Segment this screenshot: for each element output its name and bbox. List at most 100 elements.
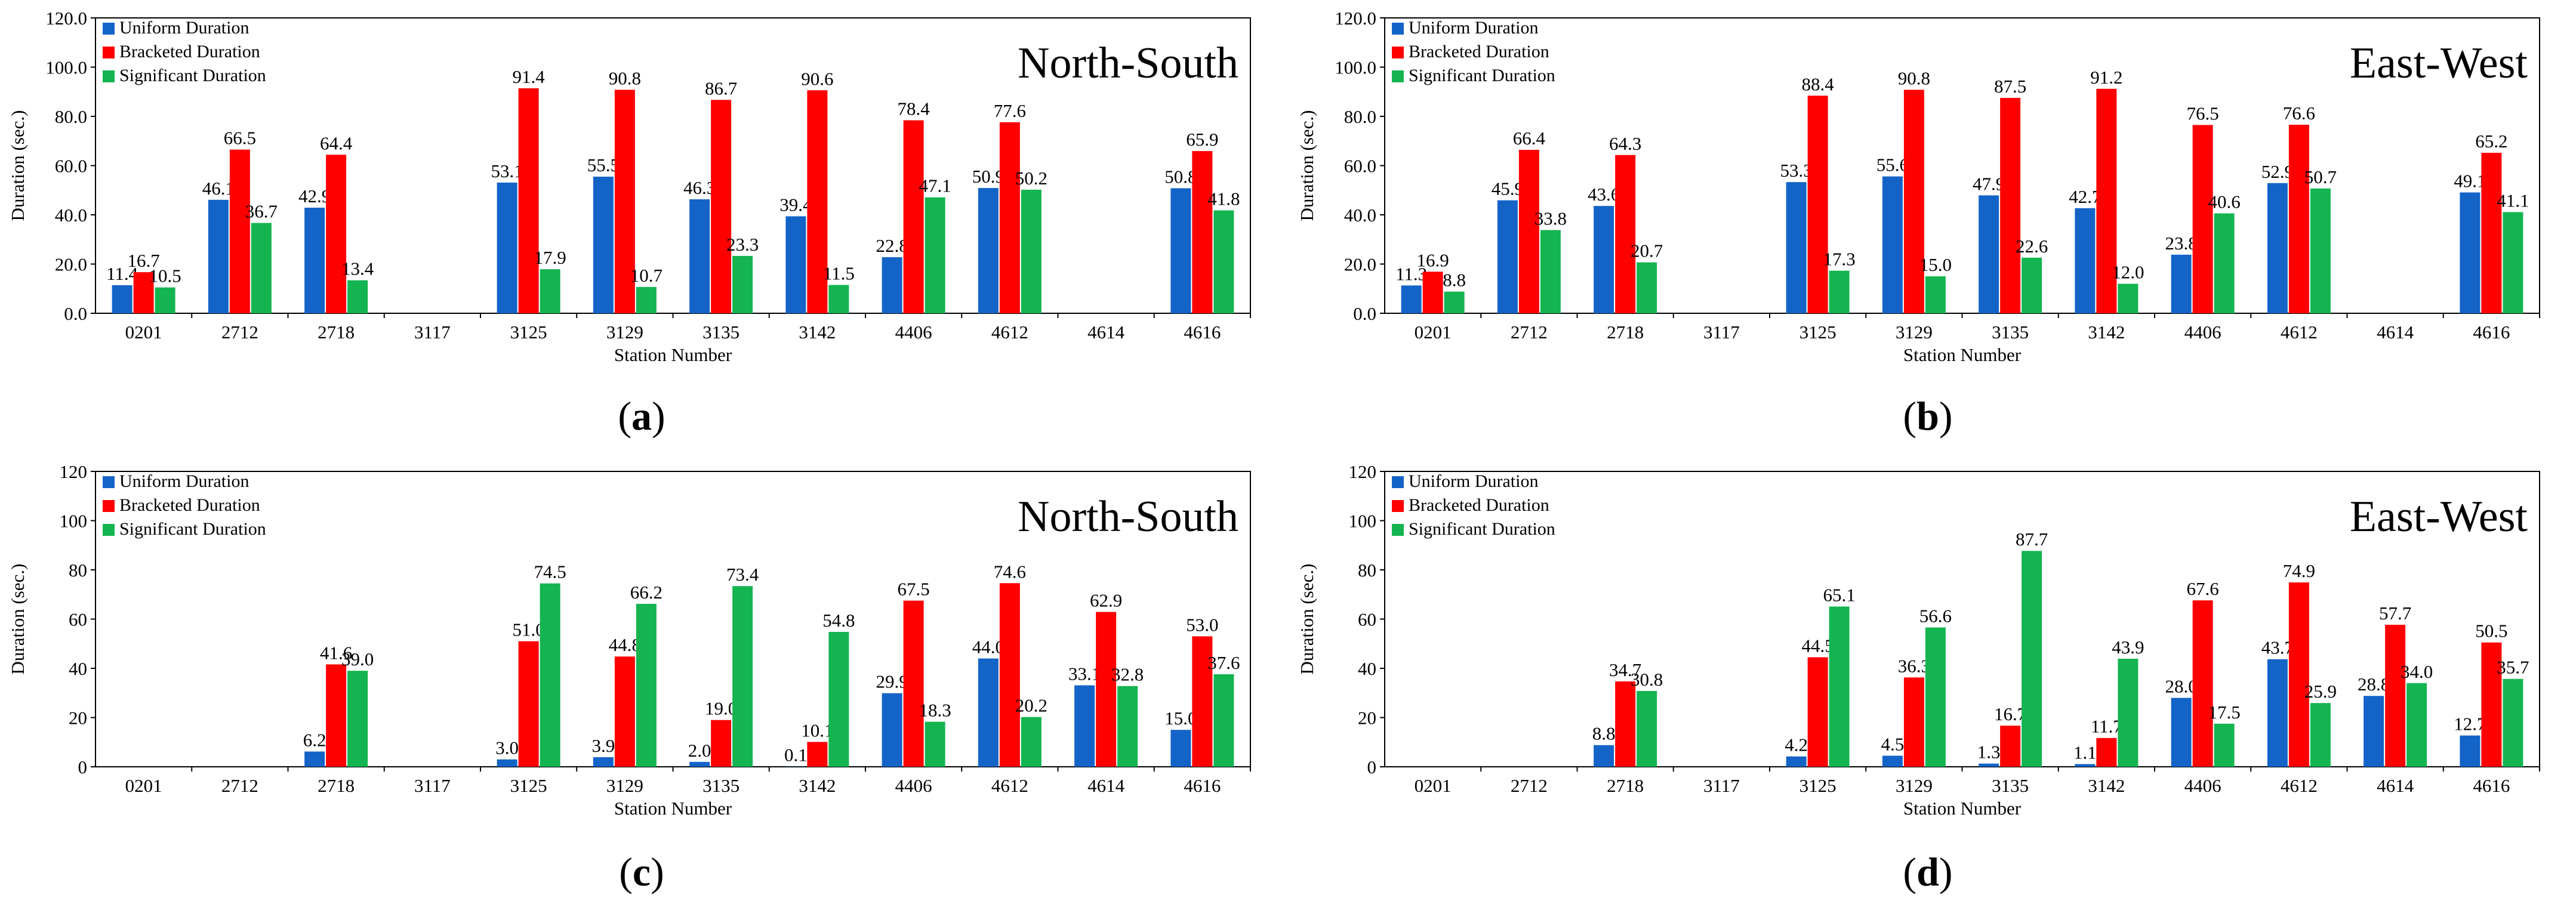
data-label-significant-c: 37.6 (1207, 652, 1240, 673)
bar-uniform-a (497, 182, 517, 313)
bar-uniform-b (2075, 208, 2096, 313)
bar-uniform-d (1882, 755, 1903, 767)
bar-bracketed-c (807, 742, 828, 767)
data-label-significant-c: 73.4 (726, 564, 759, 585)
data-label-uniform-c: 0.1 (784, 745, 808, 766)
legend-swatch-uniform-b (1392, 23, 1404, 35)
bar-bracketed-d (2385, 624, 2406, 767)
data-label-significant-d: 17.5 (2208, 702, 2241, 723)
data-label-significant-d: 65.1 (1823, 584, 1856, 605)
x-tick-label-d: 4612 (2281, 775, 2318, 796)
caption-c: (c) (619, 849, 664, 894)
bar-significant-c (347, 671, 368, 767)
x-tick-label-c: 2718 (318, 775, 355, 796)
data-label-significant-d: 30.8 (1631, 669, 1663, 690)
bar-bracketed-a (903, 120, 924, 313)
y-tick-label-a: 40.0 (55, 205, 87, 226)
data-label-uniform-d: 4.5 (1881, 733, 1905, 754)
bar-uniform-b (2171, 254, 2192, 313)
y-tick-label-b: 20.0 (1344, 254, 1376, 275)
data-label-uniform-a: 46.3 (683, 177, 716, 198)
bar-bracketed-a (711, 100, 732, 314)
y-tick-label-c: 40 (69, 658, 87, 679)
bar-significant-d (2406, 683, 2427, 767)
data-label-bracketed-a: 16.7 (128, 250, 160, 271)
bar-bracketed-d (2288, 582, 2309, 767)
x-tick-label-a: 4614 (1087, 322, 1125, 343)
data-label-bracketed-a: 90.8 (609, 67, 641, 88)
x-tick-label-d: 2718 (1607, 775, 1644, 796)
bar-uniform-a (1170, 188, 1191, 313)
data-label-uniform-a: 46.1 (202, 178, 235, 199)
data-label-bracketed-d: 11.7 (2091, 716, 2122, 737)
data-label-significant-c: 32.8 (1111, 664, 1144, 685)
data-label-bracketed-a: 78.4 (898, 98, 930, 119)
bar-uniform-c (304, 751, 325, 767)
bar-significant-a (925, 197, 945, 313)
x-tick-label-b: 3117 (1703, 322, 1740, 343)
y-tick-label-b: 80.0 (1344, 106, 1376, 127)
data-label-uniform-d: 8.8 (1592, 723, 1616, 744)
y-tick-label-a: 120.0 (45, 8, 87, 29)
x-tick-label-d: 3142 (2088, 775, 2125, 796)
y-axis-label-c: Duration (sec.) (7, 564, 28, 675)
x-tick-label-c: 3117 (414, 775, 451, 796)
data-label-significant-b: 20.7 (1631, 240, 1663, 261)
bar-significant-c (732, 586, 753, 767)
data-label-bracketed-d: 34.7 (1609, 659, 1641, 680)
bar-uniform-b (1594, 206, 1614, 313)
bar-bracketed-d (2096, 738, 2117, 767)
data-label-bracketed-b: 87.5 (1994, 76, 2026, 97)
bar-uniform-b (1497, 200, 1518, 313)
data-label-bracketed-a: 91.4 (513, 66, 546, 87)
legend-entry-bracketed-c: Bracketed Duration (119, 495, 260, 515)
bar-bracketed-b (1903, 90, 1924, 313)
x-tick-label-a: 3117 (414, 322, 451, 343)
bar-significant-d (2214, 723, 2235, 767)
data-label-uniform-a: 11.4 (106, 263, 138, 284)
bar-bracketed-d (1807, 657, 1828, 767)
bar-bracketed-b (2096, 88, 2117, 314)
bar-significant-b (1925, 276, 1946, 313)
data-label-bracketed-a: 66.5 (224, 128, 256, 149)
bar-significant-d (2022, 551, 2042, 767)
data-label-significant-b: 17.3 (1823, 249, 1856, 270)
bar-bracketed-d (2192, 600, 2213, 767)
legend-entry-uniform-d: Uniform Duration (1409, 471, 1538, 491)
x-tick-label-d: 0201 (1415, 775, 1452, 796)
bar-significant-b (1637, 262, 1657, 313)
bar-bracketed-c (711, 720, 732, 767)
bar-bracketed-c (326, 664, 347, 767)
y-tick-label-d: 40 (1358, 658, 1376, 679)
data-label-uniform-b: 53.3 (1780, 160, 1813, 181)
bar-uniform-a (882, 257, 902, 313)
data-label-uniform-b: 43.6 (1588, 184, 1620, 205)
x-tick-label-c: 4614 (1087, 775, 1125, 796)
data-label-significant-a: 41.8 (1207, 189, 1240, 209)
bar-uniform-d (2364, 696, 2384, 767)
bar-uniform-a (112, 285, 133, 313)
chart-d-svg: 0 20 40 60 80 100 120 Duration (sec.) 0201 2712 27… (1296, 461, 2540, 819)
direction-annotation-d: East-West (2350, 492, 2528, 541)
data-label-bracketed-a: 86.7 (705, 78, 737, 98)
bar-significant-b (1444, 291, 1465, 313)
x-tick-label-b: 3129 (1896, 322, 1933, 343)
data-label-bracketed-d: 74.9 (2283, 560, 2315, 581)
data-label-bracketed-a: 90.6 (801, 68, 833, 89)
bar-bracketed-b (2192, 125, 2213, 313)
bar-bracketed-d (2481, 642, 2502, 767)
data-label-significant-d: 25.9 (2304, 681, 2337, 702)
direction-annotation-b: East-West (2350, 39, 2528, 88)
bar-bracketed-c (518, 641, 539, 767)
chart-a-svg: 0.0 20.0 40.0 60.0 80.0 100.0 120.0 Duration (s… (7, 8, 1251, 365)
chart-panel-b: 0.0 20.0 40.0 60.0 80.0 100.0 120.0 Duration (s… (1289, 0, 2572, 370)
data-label-bracketed-b: 65.2 (2475, 131, 2507, 152)
data-label-uniform-c: 15.0 (1164, 708, 1197, 729)
x-tick-label-b: 2718 (1607, 322, 1644, 343)
bar-significant-d (1829, 606, 1850, 767)
caption-b: (b) (1903, 393, 1953, 439)
data-label-bracketed-a: 64.4 (320, 132, 353, 153)
data-label-significant-b: 8.8 (1443, 270, 1466, 291)
data-label-significant-b: 12.0 (2112, 262, 2144, 283)
y-tick-label-b: 120.0 (1335, 8, 1376, 29)
